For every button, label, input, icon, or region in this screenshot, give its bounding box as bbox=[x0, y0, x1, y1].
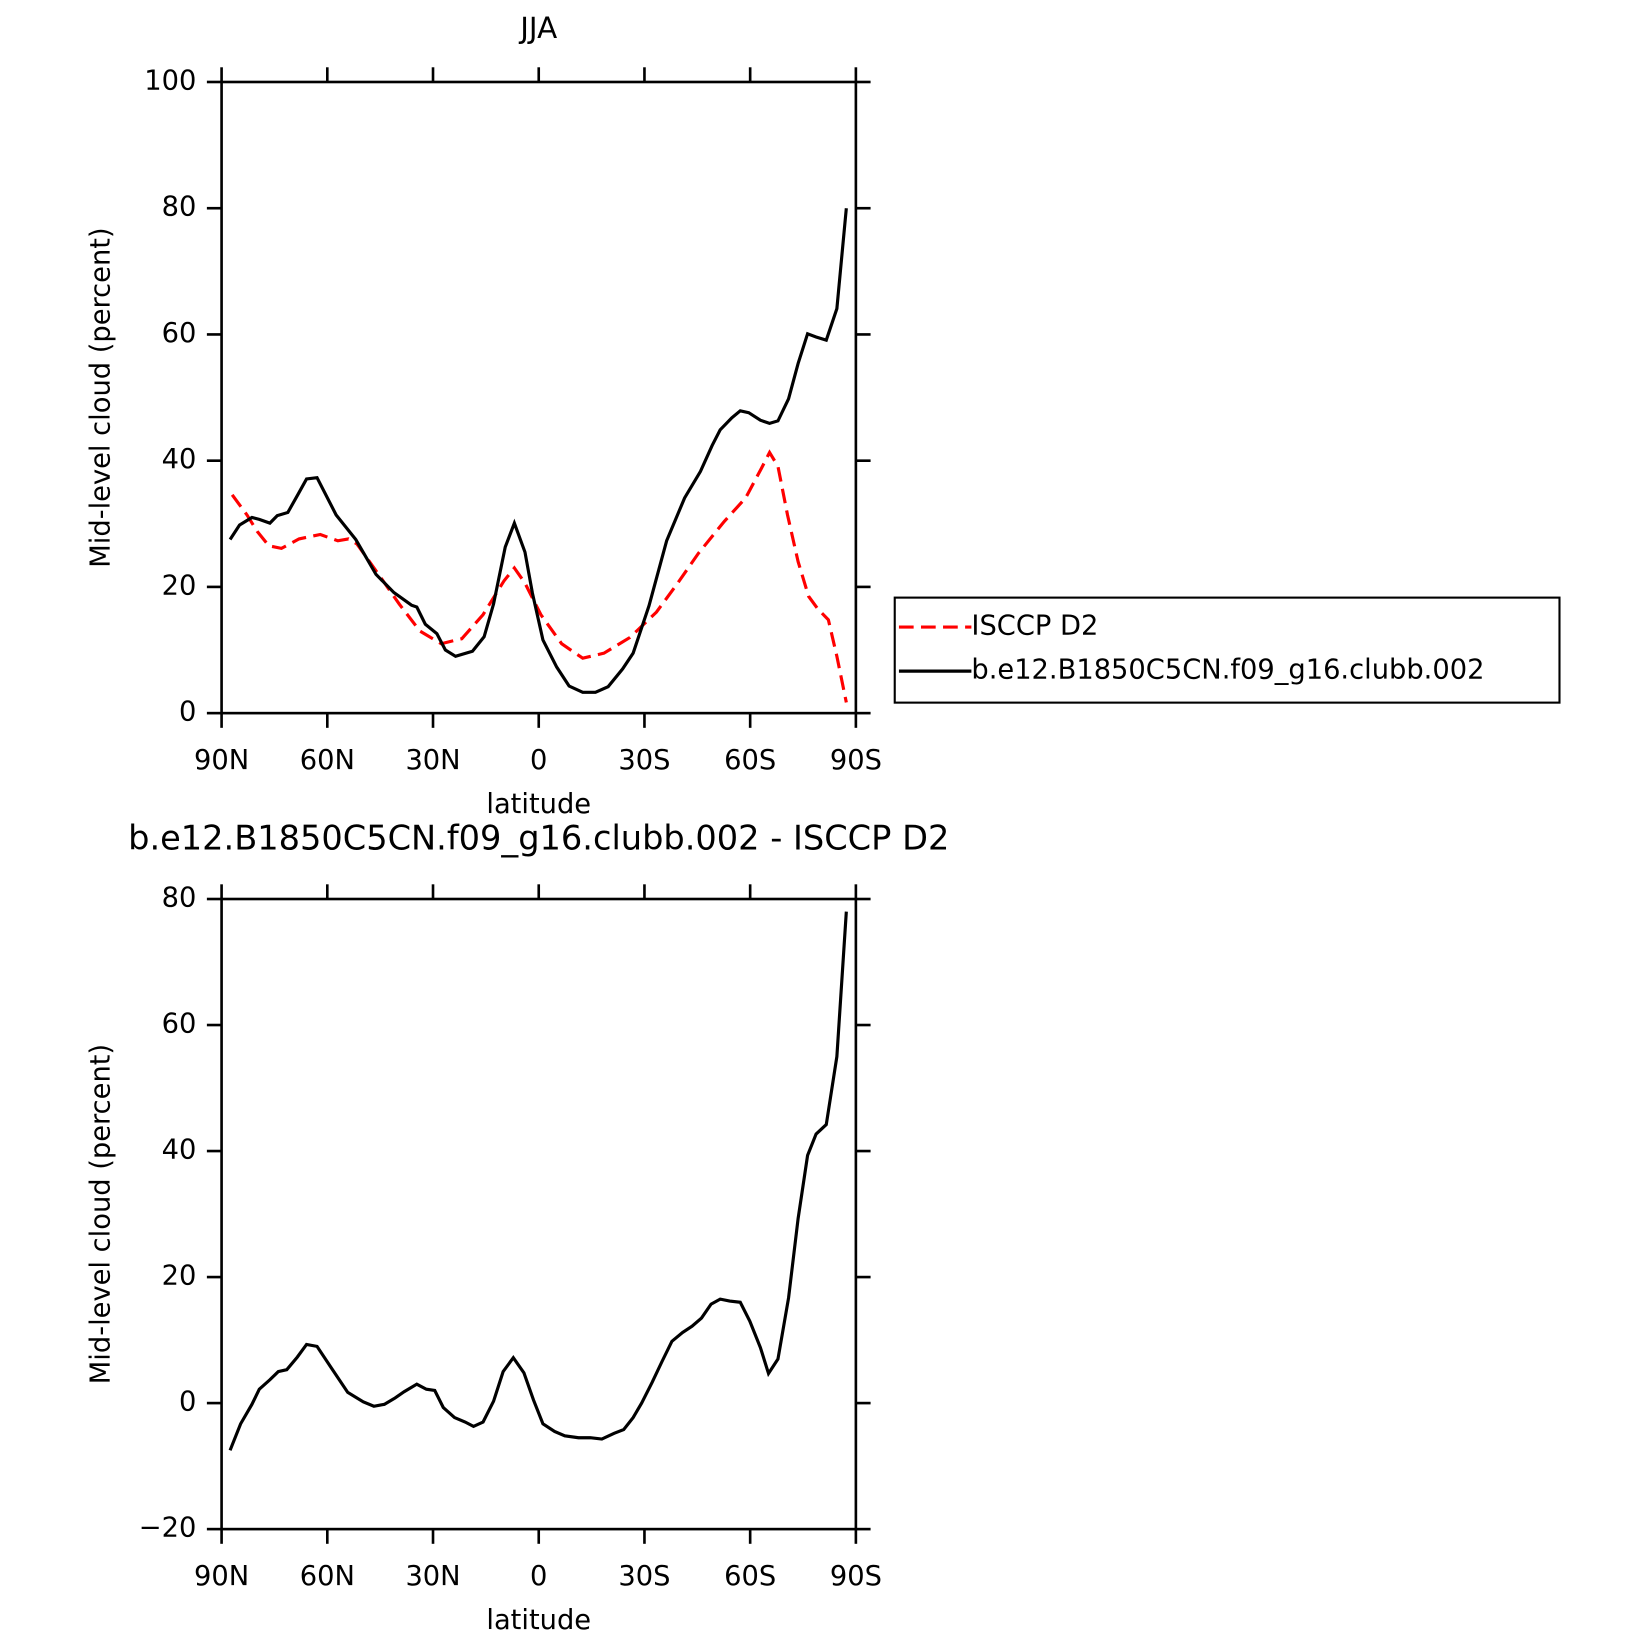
x-tick-label: 30N bbox=[405, 745, 460, 776]
plot-frame bbox=[220, 897, 858, 1531]
data-line bbox=[228, 911, 848, 1451]
x-axis-label: latitude bbox=[486, 789, 591, 820]
y-tick-label: −20 bbox=[139, 1513, 197, 1544]
y-tick-label: 20 bbox=[162, 1261, 197, 1292]
data-line bbox=[228, 208, 848, 694]
x-tick-label: 60N bbox=[300, 1561, 355, 1592]
chart-title: JJA bbox=[518, 11, 557, 45]
y-axis-label: Mid-level cloud (percent) bbox=[85, 1044, 116, 1384]
x-tick-label: 60S bbox=[724, 1561, 776, 1592]
y-axis-label: Mid-level cloud (percent) bbox=[85, 227, 116, 567]
x-tick-label: 30S bbox=[618, 745, 670, 776]
legend-box bbox=[893, 596, 1561, 704]
legend-label: ISCCP D2 bbox=[971, 611, 1098, 642]
legend-label: b.e12.B1850C5CN.f09_g16.clubb.002 bbox=[971, 655, 1484, 686]
y-tick-label: 40 bbox=[162, 444, 197, 475]
y-tick-label: 80 bbox=[162, 192, 197, 223]
y-tick-label: 40 bbox=[162, 1135, 197, 1166]
x-tick-label: 0 bbox=[530, 745, 547, 776]
y-tick-label: 80 bbox=[162, 883, 197, 914]
y-tick-label: 0 bbox=[179, 697, 196, 728]
x-tick-label: 90N bbox=[194, 745, 249, 776]
chart-title: b.e12.B1850C5CN.f09_g16.clubb.002 - ISCC… bbox=[128, 819, 949, 858]
x-tick-label: 60N bbox=[300, 745, 355, 776]
x-tick-label: 0 bbox=[530, 1561, 547, 1592]
data-line bbox=[230, 449, 848, 703]
y-tick-label: 0 bbox=[179, 1387, 196, 1418]
x-tick-label: 90N bbox=[194, 1561, 249, 1592]
x-tick-label: 60S bbox=[724, 745, 776, 776]
y-tick-label: 100 bbox=[144, 65, 196, 96]
y-tick-label: 60 bbox=[162, 318, 197, 349]
x-axis-label: latitude bbox=[486, 1605, 591, 1630]
x-tick-label: 90S bbox=[830, 1561, 882, 1592]
x-tick-label: 30N bbox=[405, 1561, 460, 1592]
y-tick-label: 20 bbox=[162, 570, 197, 601]
x-tick-label: 30S bbox=[618, 1561, 670, 1592]
y-tick-label: 60 bbox=[162, 1009, 197, 1040]
x-tick-label: 90S bbox=[830, 745, 882, 776]
